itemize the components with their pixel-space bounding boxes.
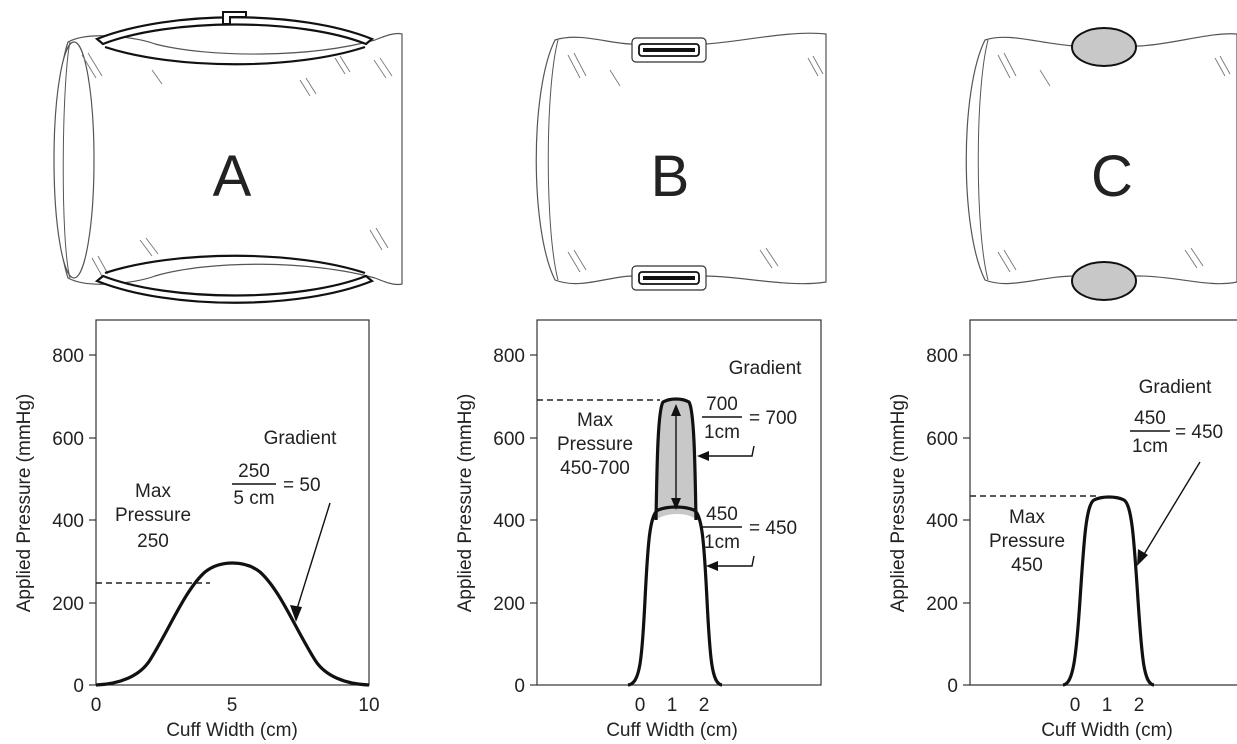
valve-icon xyxy=(222,11,247,25)
chart-c-ylabel: Applied Pressure (mmHg) xyxy=(888,394,909,613)
cuff-a-hatch xyxy=(81,52,393,277)
chart-b-max-label: Max xyxy=(577,410,613,431)
cuff-c-hatch xyxy=(997,52,1231,273)
chart-b-ylabel: Applied Pressure (mmHg) xyxy=(455,394,476,613)
chart-b-ytick-label: 600 xyxy=(493,429,525,450)
chart-c-gradient-result: = 450 xyxy=(1175,422,1223,443)
cuff-b-hatch xyxy=(567,52,824,273)
chart-b-gradient2-num: 450 xyxy=(706,504,738,525)
chart-c-gradient-den: 1cm xyxy=(1132,436,1168,457)
chart-a-gradient-num: 250 xyxy=(238,461,270,482)
cuff-b-bottom-bladder xyxy=(631,265,707,291)
chart-c-ytick-label: 0 xyxy=(947,676,958,697)
chart-b-gradient-label: Gradient xyxy=(729,358,803,379)
chart-a-yticks: 0 200 400 600 800 xyxy=(52,346,96,697)
chart-b-xticks: 0 1 2 xyxy=(635,695,710,716)
chart-b-gradient1-den: 1cm xyxy=(704,422,740,443)
chart-c-max-label: 450 xyxy=(1011,555,1043,576)
cuff-a-bottom-bladder xyxy=(94,274,375,304)
chart-a-frame xyxy=(95,319,370,686)
chart-c-xlabel: Cuff Width (cm) xyxy=(1041,720,1173,741)
chart-b-xtick-label: 0 xyxy=(635,695,646,716)
chart-b-gradient2-arrow xyxy=(715,555,755,567)
chart-b-frame xyxy=(536,319,822,686)
chart-b-gradient2-result: = 450 xyxy=(749,518,797,539)
chart-a-ytick-label: 600 xyxy=(52,429,84,450)
chart-c-pressure-curve xyxy=(1062,495,1155,687)
chart-a-xtick-label: 0 xyxy=(91,695,102,716)
cuff-b-illustration: B xyxy=(535,32,827,291)
chart-c-gradient-label: Gradient xyxy=(1139,377,1213,398)
chart-c-yticks: 0 200 400 600 800 xyxy=(926,346,970,697)
chart-c-xticks: 0 1 2 xyxy=(1070,695,1145,716)
chart-a-xticks: 0 5 10 xyxy=(91,695,380,716)
chart-a-xtick-label: 10 xyxy=(358,695,379,716)
cuff-a-body xyxy=(55,32,403,286)
chart-c-xtick-label: 1 xyxy=(1102,695,1113,716)
chart-a: 0 200 400 600 800 0 5 10 Cuff Width (cm)… xyxy=(14,319,380,741)
cuff-c-letter: C xyxy=(1091,144,1133,209)
chart-c: 0 200 400 600 800 0 1 2 Cuff Width (cm) … xyxy=(888,319,1237,741)
cuff-b-top-bladder xyxy=(631,37,707,63)
cuff-a-top-bladder xyxy=(94,16,375,46)
arrowhead-icon xyxy=(1137,549,1148,566)
chart-b-max-label: 450-700 xyxy=(560,458,630,479)
chart-c-ytick-label: 400 xyxy=(926,511,958,532)
chart-b-gradient1-num: 700 xyxy=(706,394,738,415)
arrowhead-up-icon xyxy=(671,404,681,416)
chart-a-max-label: Max xyxy=(135,481,171,502)
chart-a-gradient-den: 5 cm xyxy=(233,488,274,509)
chart-c-gradient-num: 450 xyxy=(1134,408,1166,429)
cuff-a-illustration: A xyxy=(53,11,403,304)
cuff-c-bottom-bladder xyxy=(1071,261,1137,301)
chart-c-gradient-arrow xyxy=(1142,461,1201,557)
chart-a-max-label: 250 xyxy=(137,531,169,552)
chart-a-gradient-label: Gradient xyxy=(264,428,338,449)
chart-b-ytick-label: 0 xyxy=(514,676,525,697)
chart-c-ytick-label: 800 xyxy=(926,346,958,367)
chart-c-ytick-label: 200 xyxy=(926,594,958,615)
arrowhead-down-icon xyxy=(671,498,681,510)
chart-a-gradient-arrow xyxy=(295,502,331,613)
arrowhead-icon xyxy=(290,605,302,622)
cuff-a-letter: A xyxy=(213,144,252,209)
chart-a-ytick-label: 200 xyxy=(52,594,84,615)
chart-a-xlabel: Cuff Width (cm) xyxy=(166,720,298,741)
chart-a-max-label: Pressure xyxy=(115,505,191,526)
chart-a-pressure-curve xyxy=(95,561,370,687)
chart-a-ylabel: Applied Pressure (mmHg) xyxy=(14,394,35,613)
chart-c-frame xyxy=(969,319,1237,686)
chart-a-ytick-label: 800 xyxy=(52,346,84,367)
chart-b-gradient1-result: = 700 xyxy=(749,408,797,429)
chart-b-yticks: 0 200 400 600 800 xyxy=(493,346,537,697)
chart-c-max-label: Max xyxy=(1009,507,1045,528)
chart-c-max-label: Pressure xyxy=(989,531,1065,552)
arrowhead-left-icon xyxy=(697,451,709,461)
chart-b-max-label: Pressure xyxy=(557,434,633,455)
chart-b-xlabel: Cuff Width (cm) xyxy=(606,720,738,741)
chart-a-ytick-label: 400 xyxy=(52,511,84,532)
chart-b-ytick-label: 800 xyxy=(493,346,525,367)
chart-b-xtick-label: 2 xyxy=(699,695,710,716)
chart-c-xtick-label: 2 xyxy=(1134,695,1145,716)
arrowhead-left-icon xyxy=(706,561,718,571)
chart-b-ytick-label: 400 xyxy=(493,511,525,532)
cuff-c-illustration: C xyxy=(965,27,1237,301)
chart-a-ytick-label: 0 xyxy=(73,676,84,697)
chart-b-gradient1-arrow xyxy=(706,445,755,457)
cuff-c-top-bladder xyxy=(1071,27,1137,67)
chart-a-gradient-result: = 50 xyxy=(283,475,321,496)
chart-a-xtick-label: 5 xyxy=(227,695,238,716)
chart-c-xtick-label: 0 xyxy=(1070,695,1081,716)
chart-b-ytick-label: 200 xyxy=(493,594,525,615)
chart-b-gradient2-den: 1cm xyxy=(704,532,740,553)
chart-b-upper-curve xyxy=(654,397,698,521)
cuff-b-letter: B xyxy=(651,144,690,209)
chart-b: 0 200 400 600 800 0 1 2 Cuff Width (cm) … xyxy=(455,319,822,741)
chart-b-xtick-label: 1 xyxy=(667,695,678,716)
chart-c-ytick-label: 600 xyxy=(926,429,958,450)
